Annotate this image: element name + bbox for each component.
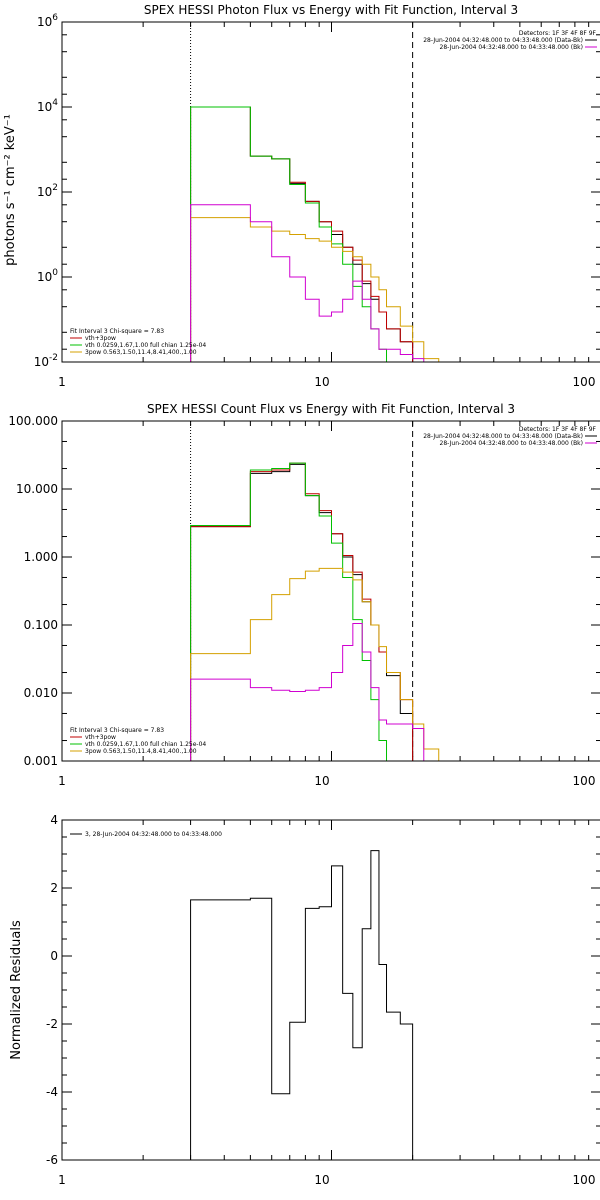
count-flux-title: SPEX HESSI Count Flux vs Energy with Fit… xyxy=(147,402,515,416)
x-tick-label: 1 xyxy=(58,375,66,389)
legend-label: vth 0.0259,1.67,1.00 full chian 1.25e-04 xyxy=(85,741,206,748)
photon-flux-plot-area xyxy=(61,21,600,363)
y-tick-label: 1.000 xyxy=(24,550,58,564)
y-tick-label: -2 xyxy=(46,1017,58,1031)
x-tick-label: 100 xyxy=(573,1173,596,1187)
legend-label: vth 0.0259,1.67,1.00 full chian 1.25e-04 xyxy=(85,342,206,349)
series-step-line xyxy=(190,217,440,362)
y-tick-label: 102 xyxy=(37,183,58,199)
y-tick-label: 104 xyxy=(37,98,58,114)
x-tick-label: 100 xyxy=(573,774,596,788)
detectors-label: Detectors: 1F 3F 4F 8F 9F xyxy=(519,426,597,433)
y-tick-label: 0.100 xyxy=(24,618,58,632)
y-tick-label: 4 xyxy=(50,813,58,827)
y-tick-label: -4 xyxy=(46,1085,58,1099)
y-tick-label: 2 xyxy=(50,881,58,895)
count-flux-panel: SPEX HESSI Count Flux vs Energy with Fit… xyxy=(8,402,600,788)
fit-interval-label: Fit Interval 3 Chi-square = 7.83 xyxy=(70,328,164,335)
series-step-line xyxy=(190,623,425,761)
y-tick-label: 0 xyxy=(50,949,58,963)
legend-label: vth+3pow xyxy=(85,335,116,342)
detectors-label: Detectors: 1F 3F 4F 8F 9F xyxy=(519,30,597,37)
y-tick-label: 0.001 xyxy=(24,754,58,768)
x-tick-label: 10 xyxy=(314,1173,329,1187)
residuals-x-tick-labels: 1 10 100 xyxy=(58,1173,595,1187)
count-flux-legend: Fit Interval 3 Chi-square = 7.83 vth+3po… xyxy=(70,727,206,755)
x-tick-label: 1 xyxy=(58,1173,66,1187)
photon-flux-panel: SPEX HESSI Photon Flux vs Energy with Fi… xyxy=(3,3,600,389)
photon-flux-y-axis-label: photons s⁻¹ cm⁻² keV⁻¹ xyxy=(3,114,18,266)
x-tick-label: 10 xyxy=(314,774,329,788)
legend-label: 3pow 0.563,1.50,11.4,8.41,400.,1.00 xyxy=(85,349,197,356)
count-flux-axes-frame xyxy=(61,420,600,762)
data-bk-interval-label: 28-Jun-2004 04:32:48.000 to 04:33:48.000… xyxy=(423,433,583,440)
legend-label: 3, 28-Jun-2004 04:32:48.000 to 04:33:48.… xyxy=(85,831,222,838)
residuals-axes-frame xyxy=(61,819,600,1161)
bk-interval-label: 28-Jun-2004 04:32:48.000 to 04:33:48.000… xyxy=(440,440,583,447)
photon-flux-title: SPEX HESSI Photon Flux vs Energy with Fi… xyxy=(144,3,518,17)
legend-label: vth+3pow xyxy=(85,734,116,741)
x-tick-label: 1 xyxy=(58,774,66,788)
data-bk-interval-label: 28-Jun-2004 04:32:48.000 to 04:33:48.000… xyxy=(423,37,583,44)
series-step-line xyxy=(190,204,425,362)
count-flux-plot-area xyxy=(61,420,600,762)
photon-flux-legend: Fit Interval 3 Chi-square = 7.83 vth+3po… xyxy=(70,328,206,356)
residuals-plot-area xyxy=(61,819,600,1161)
x-tick-label: 100 xyxy=(573,375,596,389)
fit-interval-label: Fit Interval 3 Chi-square = 7.83 xyxy=(70,727,164,734)
y-tick-label: 10-2 xyxy=(34,353,58,369)
legend-label: 3pow 0.563,1.50,11.4,8.41,400.,1.00 xyxy=(85,748,197,755)
count-flux-y-tick-labels: 0.001 0.010 0.100 1.000 10.000 100.000 xyxy=(8,414,58,768)
photon-flux-header: Detectors: 1F 3F 4F 8F 9F 28-Jun-2004 04… xyxy=(423,30,597,51)
y-tick-label: 100.000 xyxy=(8,414,58,428)
photon-flux-y-tick-labels: 10-2 100 102 104 106 xyxy=(34,13,59,369)
photon-flux-axes-frame xyxy=(61,21,600,363)
y-tick-label: 10.000 xyxy=(16,482,58,496)
x-tick-label: 10 xyxy=(314,375,329,389)
y-tick-label: 100 xyxy=(37,268,58,284)
residuals-legend: 3, 28-Jun-2004 04:32:48.000 to 04:33:48.… xyxy=(70,831,222,838)
series-step-line xyxy=(190,567,440,761)
bk-interval-label: 28-Jun-2004 04:32:48.000 to 04:33:48.000… xyxy=(440,44,583,51)
count-flux-x-tick-labels: 1 10 100 xyxy=(58,774,595,788)
residuals-y-axis-label: Normalized Residuals xyxy=(9,920,24,1060)
residuals-y-tick-labels: -6 -4 -2 0 2 4 xyxy=(46,813,58,1167)
y-tick-label: 0.010 xyxy=(24,686,58,700)
series-step-line xyxy=(190,850,414,1160)
photon-flux-x-tick-labels: 1 10 100 xyxy=(58,375,595,389)
count-flux-header: Detectors: 1F 3F 4F 8F 9F 28-Jun-2004 04… xyxy=(423,426,597,447)
y-tick-label: -6 xyxy=(46,1153,58,1167)
y-tick-label: 106 xyxy=(37,13,58,29)
